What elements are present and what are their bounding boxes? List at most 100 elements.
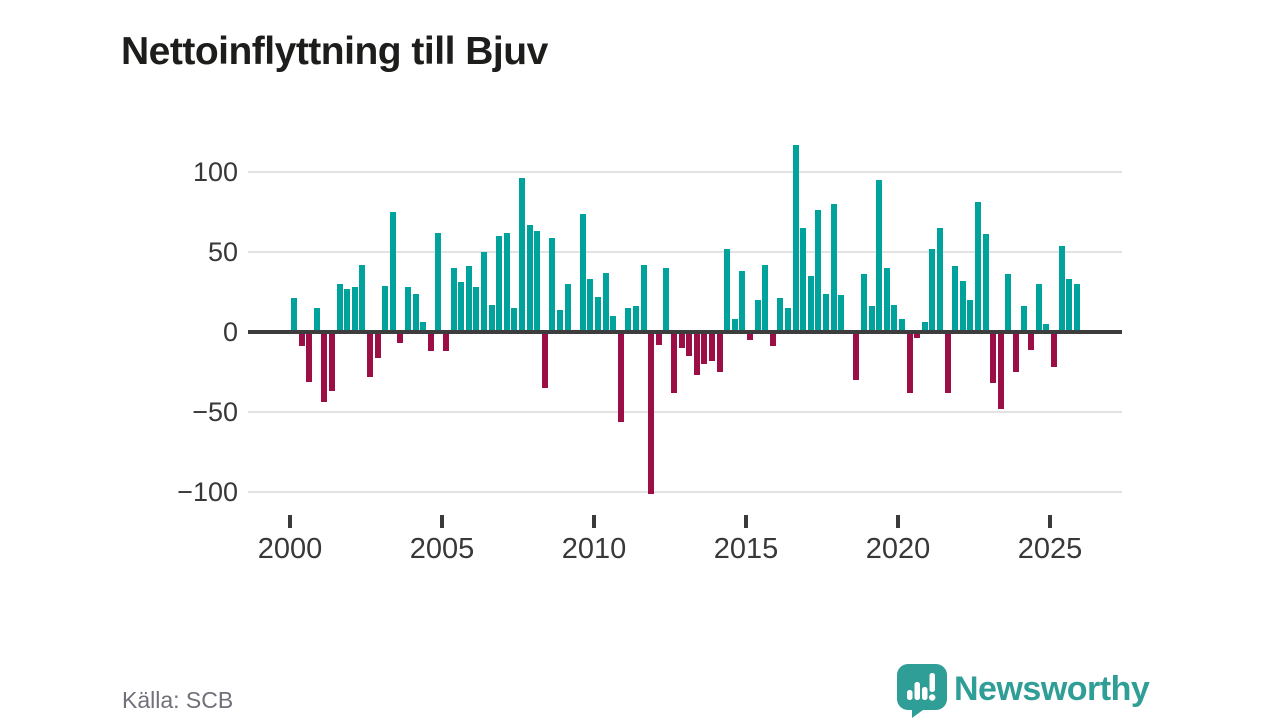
bar-2015-q1 [747,332,753,340]
gridline--50 [248,411,1122,413]
bar-2000-q4 [313,308,320,332]
bar-2020-q1 [899,319,905,332]
bar-2014-q4 [739,271,746,332]
bar-2002-q2 [359,264,366,332]
gridline--100 [248,491,1122,493]
bar-2005-q1 [443,332,449,352]
bar-2003-q1 [382,285,389,332]
bar-2015-q2 [754,300,761,332]
bar-2005-q2 [450,268,457,332]
bar-2005-q4 [465,266,472,332]
bar-2006-q1 [473,287,480,332]
x-axis-label-2020: 2020 [865,533,931,565]
bar-2018-q4 [861,274,867,332]
bar-2019-q3 [883,268,890,332]
bar-2010-q4 [617,332,624,422]
x-axis-tick-2015 [744,515,748,528]
bar-2007-q1 [503,232,510,332]
bar-2021-q3 [944,332,951,393]
bar-2023-q3 [1005,274,1012,332]
bar-2001-q4 [344,288,351,332]
bar-2020-q3 [914,332,921,339]
bar-2016-q1 [777,298,784,332]
bar-2010-q1 [595,296,601,332]
bar-2007-q4 [526,224,533,332]
bar-2016-q3 [792,144,799,332]
bar-2021-q2 [937,228,943,332]
bar-2013-q3 [701,332,708,364]
bar-2004-q2 [420,322,427,332]
bar-2009-q4 [587,279,594,332]
source-label: Källa: SCB [122,687,234,713]
newsworthy-wordmark: Newsworthy [954,670,1150,708]
y-axis-label-0: 0 [222,317,238,347]
newsworthy-badge-icon [897,664,947,718]
bar-2007-q2 [511,308,518,332]
bar-2001-q3 [336,284,343,332]
bar-2010-q2 [602,272,609,332]
x-axis-tick-2010 [592,515,596,528]
bar-2022-q4 [982,234,989,332]
x-axis-label-2025: 2025 [1017,533,1083,565]
bar-2007-q3 [519,178,525,332]
bar-2025-q4 [1073,284,1080,332]
bar-2006-q4 [496,236,503,332]
bar-2018-q1 [838,295,845,332]
bar-2005-q3 [458,282,465,332]
bar-2019-q1 [868,306,875,332]
bar-2002-q3 [367,332,373,377]
bar-2006-q2 [481,252,487,332]
x-axis-tick-2025 [1048,515,1052,528]
bar-2011-q4 [648,332,655,494]
bar-2012-q3 [671,332,677,393]
bar-2020-q2 [906,332,913,393]
bar-2004-q3 [427,332,434,352]
bar-2014-q1 [716,332,723,372]
bar-2013-q1 [686,332,693,356]
bar-2015-q4 [769,332,776,347]
bar-2008-q3 [549,237,556,332]
x-axis-label-2000: 2000 [257,533,323,565]
bar-2024-q2 [1028,332,1035,350]
bar-2002-q1 [351,287,358,332]
x-axis-zero-line [248,330,1122,334]
bar-2001-q1 [321,332,328,403]
bar-2008-q1 [534,231,541,332]
bar-2003-q3 [397,332,404,344]
bar-2020-q4 [921,322,928,332]
bar-2011-q1 [625,308,632,332]
bar-2004-q1 [412,293,419,332]
y-axis-label-100: 100 [192,157,238,187]
bar-2015-q3 [762,264,769,332]
bar-2023-q1 [990,332,997,384]
bar-2013-q2 [693,332,700,376]
bar-2025-q1 [1051,332,1057,368]
bar-2016-q4 [800,228,807,332]
bar-2004-q4 [435,232,442,332]
bar-2002-q4 [374,332,381,358]
bar-2011-q3 [640,264,647,332]
bar-2000-q1 [291,298,297,332]
bar-2006-q3 [488,304,495,332]
bar-2022-q1 [959,280,966,332]
y-axis-label--100: −100 [177,477,238,507]
bar-2022-q2 [967,300,974,332]
bar-2017-q2 [815,210,822,332]
x-axis-tick-2000 [288,515,292,528]
bar-2024-q4 [1043,324,1050,332]
bar-2003-q4 [405,287,411,332]
bar-2011-q2 [633,306,639,332]
bar-2025-q2 [1058,245,1065,332]
bar-2009-q1 [564,284,571,332]
bar-2012-q2 [663,268,670,332]
x-axis-label-2015: 2015 [713,533,779,565]
bar-2019-q4 [891,304,898,332]
gridline-100 [248,171,1122,173]
bar-2008-q4 [557,309,563,332]
bar-2010-q3 [610,316,617,332]
bar-2017-q4 [830,204,837,332]
bar-2025-q3 [1066,279,1073,332]
bar-2017-q1 [807,276,814,332]
bar-2018-q3 [853,332,860,380]
